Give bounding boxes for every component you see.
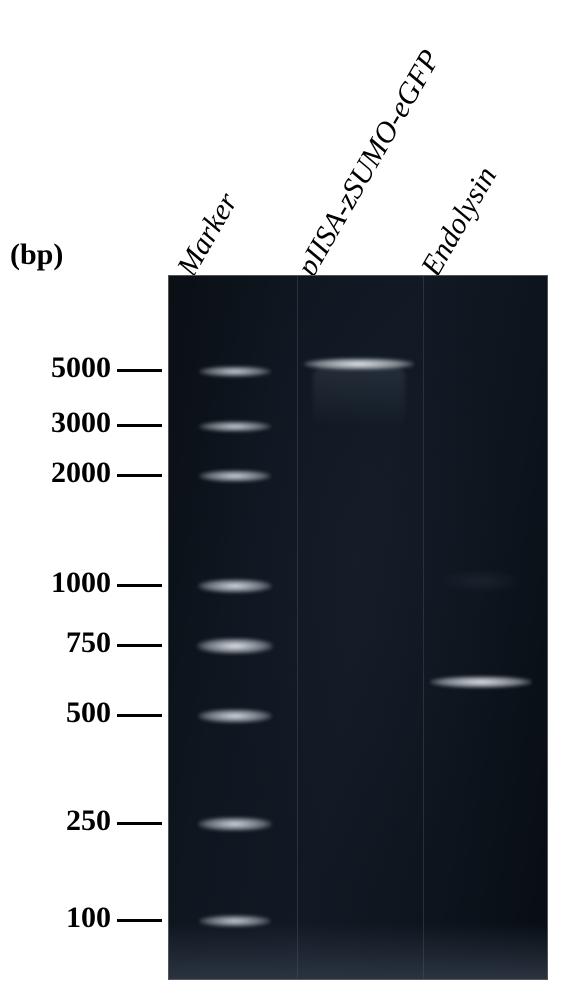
- figure-root: (bp) Marker pIISA-zSUMO-eGFP Endolysin 5…: [0, 0, 563, 1000]
- lane-label-endolysin: Endolysin: [415, 161, 504, 282]
- lane-label-marker: Marker: [171, 187, 245, 282]
- ladder-band-750: [197, 638, 273, 654]
- ladder-label-500: 500: [1, 696, 111, 730]
- ladder-band-2000: [199, 470, 271, 482]
- ladder-label-100: 100: [1, 901, 111, 935]
- lane-separator: [297, 276, 298, 979]
- sample-band-lane2: [430, 676, 532, 688]
- sample-band-lane1: [304, 358, 414, 370]
- ladder-tick-100: [117, 919, 162, 922]
- ladder-tick-750: [117, 644, 162, 647]
- faint-band: [440, 570, 522, 592]
- ladder-band-1000: [198, 579, 272, 593]
- ladder-label-2000: 2000: [1, 456, 111, 490]
- ladder-band-500: [198, 709, 272, 723]
- ladder-label-5000: 5000: [1, 351, 111, 385]
- ladder-tick-5000: [117, 369, 162, 372]
- ladder-band-3000: [199, 421, 271, 432]
- ladder-band-5000: [199, 366, 271, 377]
- ladder-band-250: [198, 817, 272, 831]
- gel-background: [169, 276, 547, 979]
- ladder-tick-500: [117, 714, 162, 717]
- ladder-label-750: 750: [1, 626, 111, 660]
- ladder-band-100: [199, 915, 271, 927]
- ladder-tick-2000: [117, 474, 162, 477]
- ladder-tick-1000: [117, 584, 162, 587]
- ladder-tick-3000: [117, 424, 162, 427]
- ladder-tick-250: [117, 822, 162, 825]
- ladder-label-250: 250: [1, 804, 111, 838]
- lane-separator: [423, 276, 424, 979]
- gel-image: [168, 275, 548, 980]
- units-label: (bp): [10, 238, 63, 272]
- band-smear: [313, 368, 405, 428]
- ladder-label-3000: 3000: [1, 406, 111, 440]
- ladder-label-1000: 1000: [1, 566, 111, 600]
